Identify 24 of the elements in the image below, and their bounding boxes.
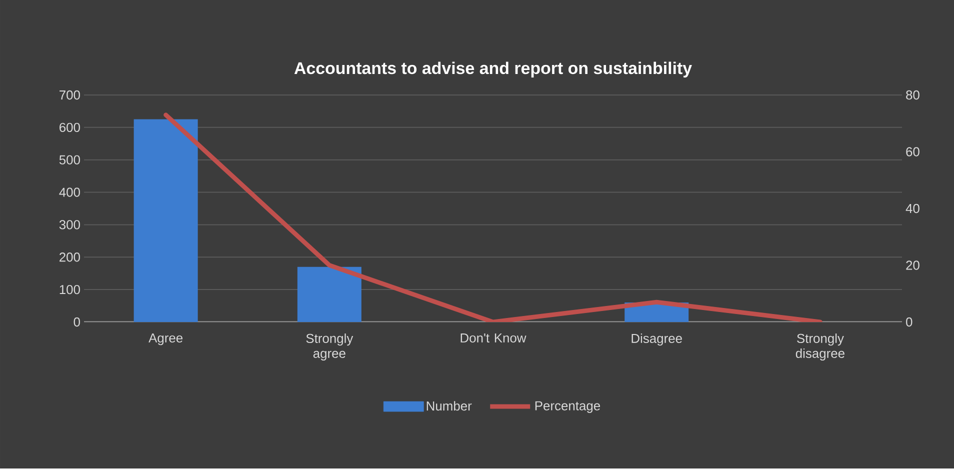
x-tick-label: Strongly disagree (796, 334, 844, 361)
y2-tick-label: 60 (906, 147, 920, 156)
y-tick-label: 400 (59, 188, 80, 197)
y2-tick-label: 40 (906, 204, 920, 214)
y2-tick-label: 80 (906, 90, 920, 100)
legend-label: Percentage (535, 401, 600, 413)
bar (134, 119, 198, 322)
y-tick-label: 500 (59, 155, 80, 164)
y-tick-label: 700 (60, 90, 80, 100)
x-tick-label: Don't Know (460, 334, 526, 343)
x-tick-label: Agree (148, 334, 183, 346)
chart-title: Accountants to advise and report on sustainbility (294, 62, 692, 78)
y-tick-label: 0 (74, 317, 80, 327)
x-tick-label: Disagree (632, 334, 682, 346)
y2-tick-label: 20 (906, 260, 920, 270)
bar (297, 266, 362, 322)
y-tick-label: 100 (60, 284, 80, 294)
legend-label: Number (426, 401, 472, 411)
y2-tick-label: 0 (906, 317, 912, 327)
line-series (164, 112, 822, 322)
y-tick-label: 300 (59, 220, 80, 230)
x-tick-label: Strongly agree (306, 334, 354, 361)
y-tick-label: 200 (60, 252, 80, 262)
y-tick-label: 600 (60, 122, 80, 132)
